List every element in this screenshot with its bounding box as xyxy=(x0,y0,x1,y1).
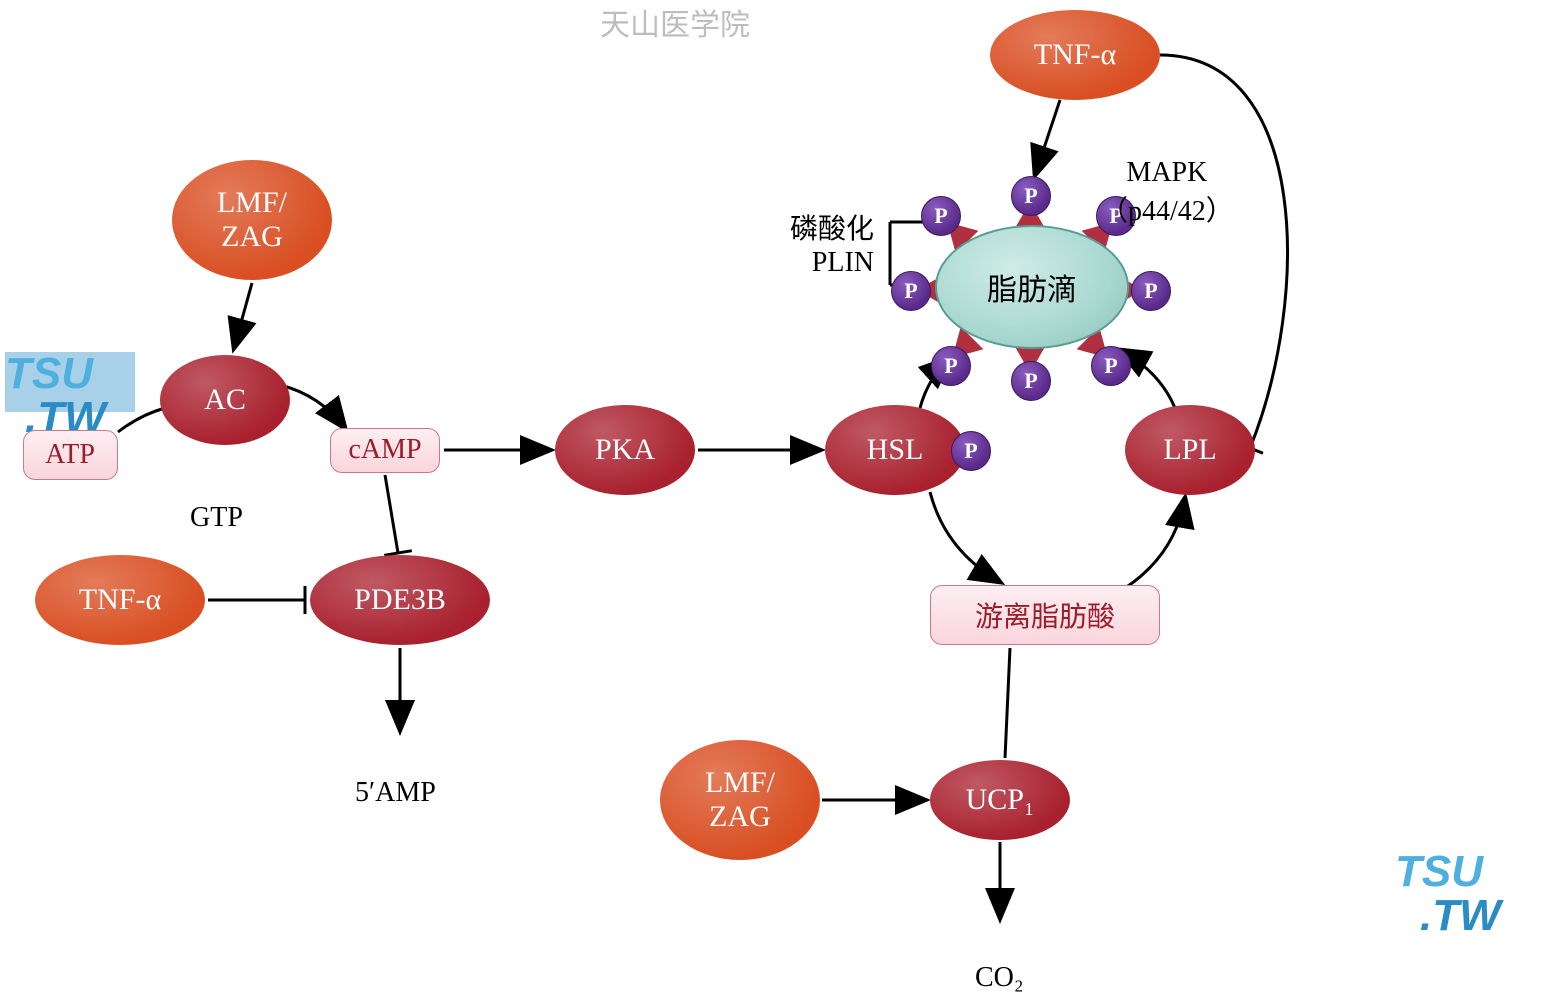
edge-hsl-to-ffa xyxy=(930,492,1000,582)
node-pka-label: PKA xyxy=(595,433,655,467)
node-pde3b: PDE3B xyxy=(310,555,490,645)
node-camp-label: cAMP xyxy=(348,434,421,466)
node-tnf_right-label: TNF-α xyxy=(1034,38,1116,72)
phos-hsl-label: P xyxy=(964,438,977,464)
node-atp-label: ATP xyxy=(45,439,95,471)
node-lmf_zag_top: LMF/ ZAG xyxy=(172,160,332,280)
watermark-tsu-left-top: TSU xyxy=(5,349,93,398)
label-plin: 磷酸化 PLIN xyxy=(790,175,874,279)
phos-marker-3: P xyxy=(1091,346,1131,386)
node-lpl: LPL xyxy=(1125,405,1255,495)
node-tnf_left-label: TNF-α xyxy=(79,583,161,617)
phos-marker-7: P xyxy=(921,196,961,236)
label-5amp-text: 5′AMP xyxy=(355,777,436,808)
edge-camp-to-pde3b xyxy=(385,475,398,553)
label-gtp: GTP xyxy=(190,470,243,534)
phos-marker-2: P xyxy=(1131,271,1171,311)
node-tnf_left: TNF-α xyxy=(35,555,205,645)
node-camp: cAMP xyxy=(330,428,440,473)
label-co2-text: CO₂ xyxy=(975,962,1024,993)
node-lpl-label: LPL xyxy=(1163,433,1216,467)
edge-ffa-to-ucp1 xyxy=(1005,648,1010,758)
watermark-tsu-left: TSU .TW xyxy=(5,352,106,440)
watermark-gray: 天山医学院 xyxy=(600,0,750,44)
node-ac-label: AC xyxy=(204,383,246,417)
node-atp: ATP xyxy=(23,430,118,480)
edge-lmf-to-ac xyxy=(234,283,252,348)
node-ffa-label: 游离脂肪酸 xyxy=(975,595,1115,635)
node-ucp1-label: UCP₁ xyxy=(966,783,1035,817)
node-pka: PKA xyxy=(555,405,695,495)
node-lmf_zag_bot: LMF/ ZAG xyxy=(660,740,820,860)
watermark-gray-text: 天山医学院 xyxy=(600,9,750,42)
watermark-tsu-right-bottom: .TW xyxy=(1420,891,1501,940)
label-co2: CO₂ xyxy=(975,930,1024,994)
node-lmf_zag_bot-label: LMF/ ZAG xyxy=(705,766,775,834)
diagram-stage: 天山医学院 TSU .TW TSU .TW 脂肪滴 LMF/ ZAG TNF-α T… xyxy=(0,0,1547,971)
node-tnf_right: TNF-α xyxy=(990,10,1160,100)
lipid-droplet-label: 脂肪滴 xyxy=(987,265,1077,309)
node-ac: AC xyxy=(160,355,290,445)
phos-marker-0: P xyxy=(1011,176,1051,216)
label-5amp: 5′AMP xyxy=(355,745,436,809)
node-lmf_zag_top-label: LMF/ ZAG xyxy=(217,186,287,254)
lipid-droplet: 脂肪滴 xyxy=(935,225,1129,349)
watermark-tsu-right-top: TSU xyxy=(1395,847,1483,896)
edge-tnf-right-to-p xyxy=(1035,100,1060,175)
phos-marker-6: P xyxy=(891,271,931,311)
label-gtp-text: GTP xyxy=(190,502,243,533)
node-hsl-label: HSL xyxy=(867,433,924,467)
edge-tnf-right-to-lpl-bar xyxy=(1160,55,1287,448)
node-ucp1: UCP₁ xyxy=(930,760,1070,840)
phos-marker-4: P xyxy=(1011,361,1051,401)
node-ffa: 游离脂肪酸 xyxy=(930,585,1160,645)
phos-marker-5: P xyxy=(931,346,971,386)
phos-marker-hsl: P xyxy=(951,431,991,471)
label-plin-text: 磷酸化 PLIN xyxy=(790,214,874,278)
label-mapk-text: MAPK （p44/42） xyxy=(1100,157,1234,227)
edge-ffa-to-lpl xyxy=(1125,498,1185,588)
label-mapk: MAPK （p44/42） xyxy=(1100,125,1234,229)
node-hsl: HSL xyxy=(825,405,965,495)
node-pde3b-label: PDE3B xyxy=(354,583,446,617)
watermark-tsu-right: TSU .TW xyxy=(1395,850,1501,938)
edge-ac-to-camp xyxy=(280,385,345,428)
